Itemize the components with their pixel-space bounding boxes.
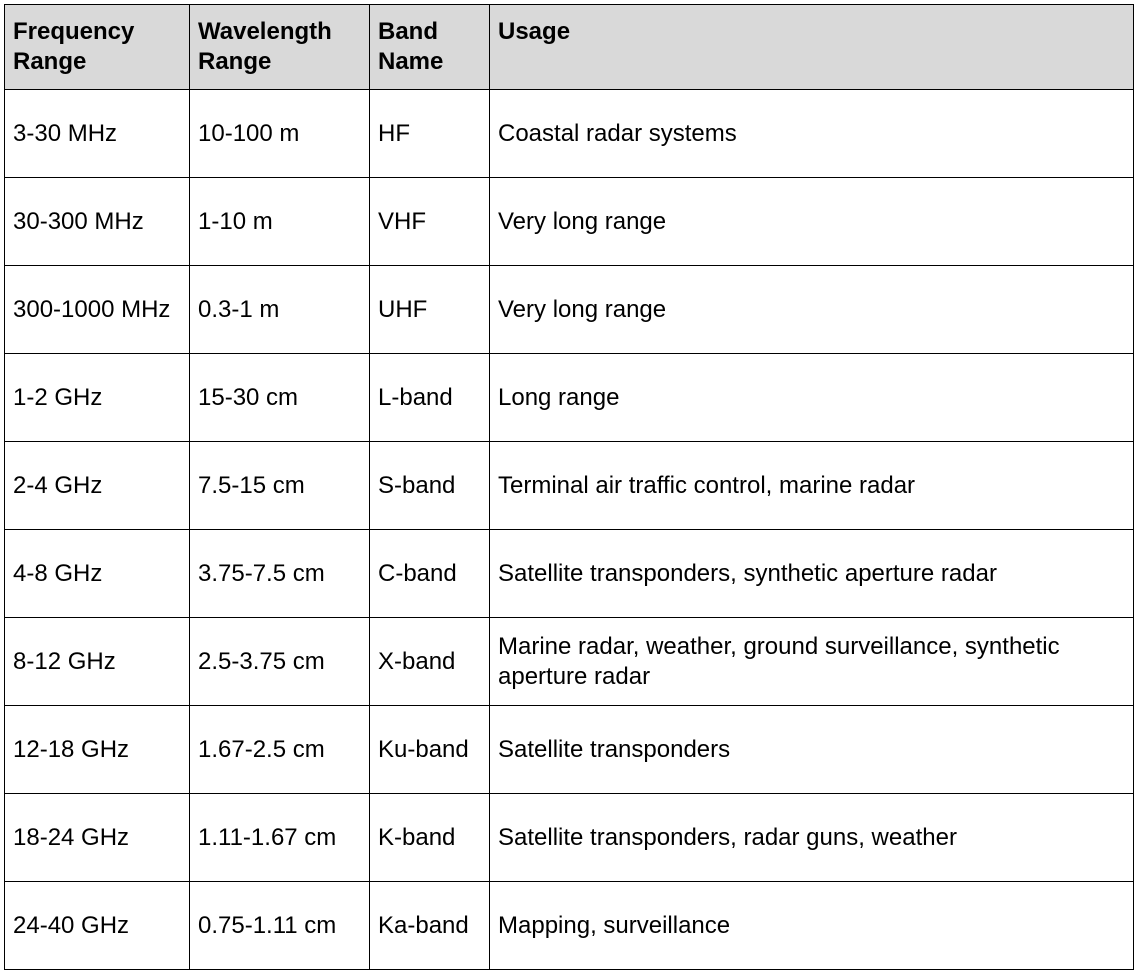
cell-usage: Coastal radar systems: [490, 90, 1134, 178]
cell-frequency: 3-30 MHz: [5, 90, 190, 178]
table-row: 4-8 GHz 3.75-7.5 cm C-band Satellite tra…: [5, 530, 1134, 618]
cell-frequency: 30-300 MHz: [5, 178, 190, 266]
cell-usage: Long range: [490, 354, 1134, 442]
cell-wavelength: 1.67-2.5 cm: [190, 706, 370, 794]
cell-frequency: 8-12 GHz: [5, 618, 190, 706]
cell-band: Ku-band: [370, 706, 490, 794]
cell-frequency: 300-1000 MHz: [5, 266, 190, 354]
cell-wavelength: 1-10 m: [190, 178, 370, 266]
cell-wavelength: 3.75-7.5 cm: [190, 530, 370, 618]
cell-wavelength: 10-100 m: [190, 90, 370, 178]
cell-frequency: 2-4 GHz: [5, 442, 190, 530]
col-header-band: Band Name: [370, 5, 490, 90]
cell-usage: Marine radar, weather, ground surveillan…: [490, 618, 1134, 706]
cell-band: VHF: [370, 178, 490, 266]
cell-usage: Satellite transponders, synthetic apertu…: [490, 530, 1134, 618]
cell-band: L-band: [370, 354, 490, 442]
cell-band: S-band: [370, 442, 490, 530]
cell-frequency: 1-2 GHz: [5, 354, 190, 442]
col-header-frequency: Frequency Range: [5, 5, 190, 90]
cell-frequency: 18-24 GHz: [5, 794, 190, 882]
cell-usage: Satellite transponders, radar guns, weat…: [490, 794, 1134, 882]
table-row: 300-1000 MHz 0.3-1 m UHF Very long range: [5, 266, 1134, 354]
cell-wavelength: 0.3-1 m: [190, 266, 370, 354]
table-row: 30-300 MHz 1-10 m VHF Very long range: [5, 178, 1134, 266]
table-row: 1-2 GHz 15-30 cm L-band Long range: [5, 354, 1134, 442]
cell-usage: Terminal air traffic control, marine rad…: [490, 442, 1134, 530]
cell-frequency: 4-8 GHz: [5, 530, 190, 618]
cell-wavelength: 7.5-15 cm: [190, 442, 370, 530]
cell-band: C-band: [370, 530, 490, 618]
cell-band: Ka-band: [370, 882, 490, 970]
cell-band: HF: [370, 90, 490, 178]
cell-frequency: 12-18 GHz: [5, 706, 190, 794]
table-row: 2-4 GHz 7.5-15 cm S-band Terminal air tr…: [5, 442, 1134, 530]
radar-band-table: Frequency Range Wavelength Range Band Na…: [4, 4, 1134, 970]
col-header-wavelength: Wavelength Range: [190, 5, 370, 90]
cell-usage: Mapping, surveillance: [490, 882, 1134, 970]
cell-wavelength: 0.75-1.11 cm: [190, 882, 370, 970]
cell-band: X-band: [370, 618, 490, 706]
cell-wavelength: 1.11-1.67 cm: [190, 794, 370, 882]
cell-usage: Satellite transponders: [490, 706, 1134, 794]
table-row: 8-12 GHz 2.5-3.75 cm X-band Marine radar…: [5, 618, 1134, 706]
table-row: 12-18 GHz 1.67-2.5 cm Ku-band Satellite …: [5, 706, 1134, 794]
cell-band: K-band: [370, 794, 490, 882]
cell-wavelength: 15-30 cm: [190, 354, 370, 442]
cell-usage: Very long range: [490, 266, 1134, 354]
cell-band: UHF: [370, 266, 490, 354]
table-row: 3-30 MHz 10-100 m HF Coastal radar syste…: [5, 90, 1134, 178]
table-header-row: Frequency Range Wavelength Range Band Na…: [5, 5, 1134, 90]
cell-wavelength: 2.5-3.75 cm: [190, 618, 370, 706]
table-row: 18-24 GHz 1.11-1.67 cm K-band Satellite …: [5, 794, 1134, 882]
table-row: 24-40 GHz 0.75-1.11 cm Ka-band Mapping, …: [5, 882, 1134, 970]
col-header-usage: Usage: [490, 5, 1134, 90]
cell-frequency: 24-40 GHz: [5, 882, 190, 970]
cell-usage: Very long range: [490, 178, 1134, 266]
